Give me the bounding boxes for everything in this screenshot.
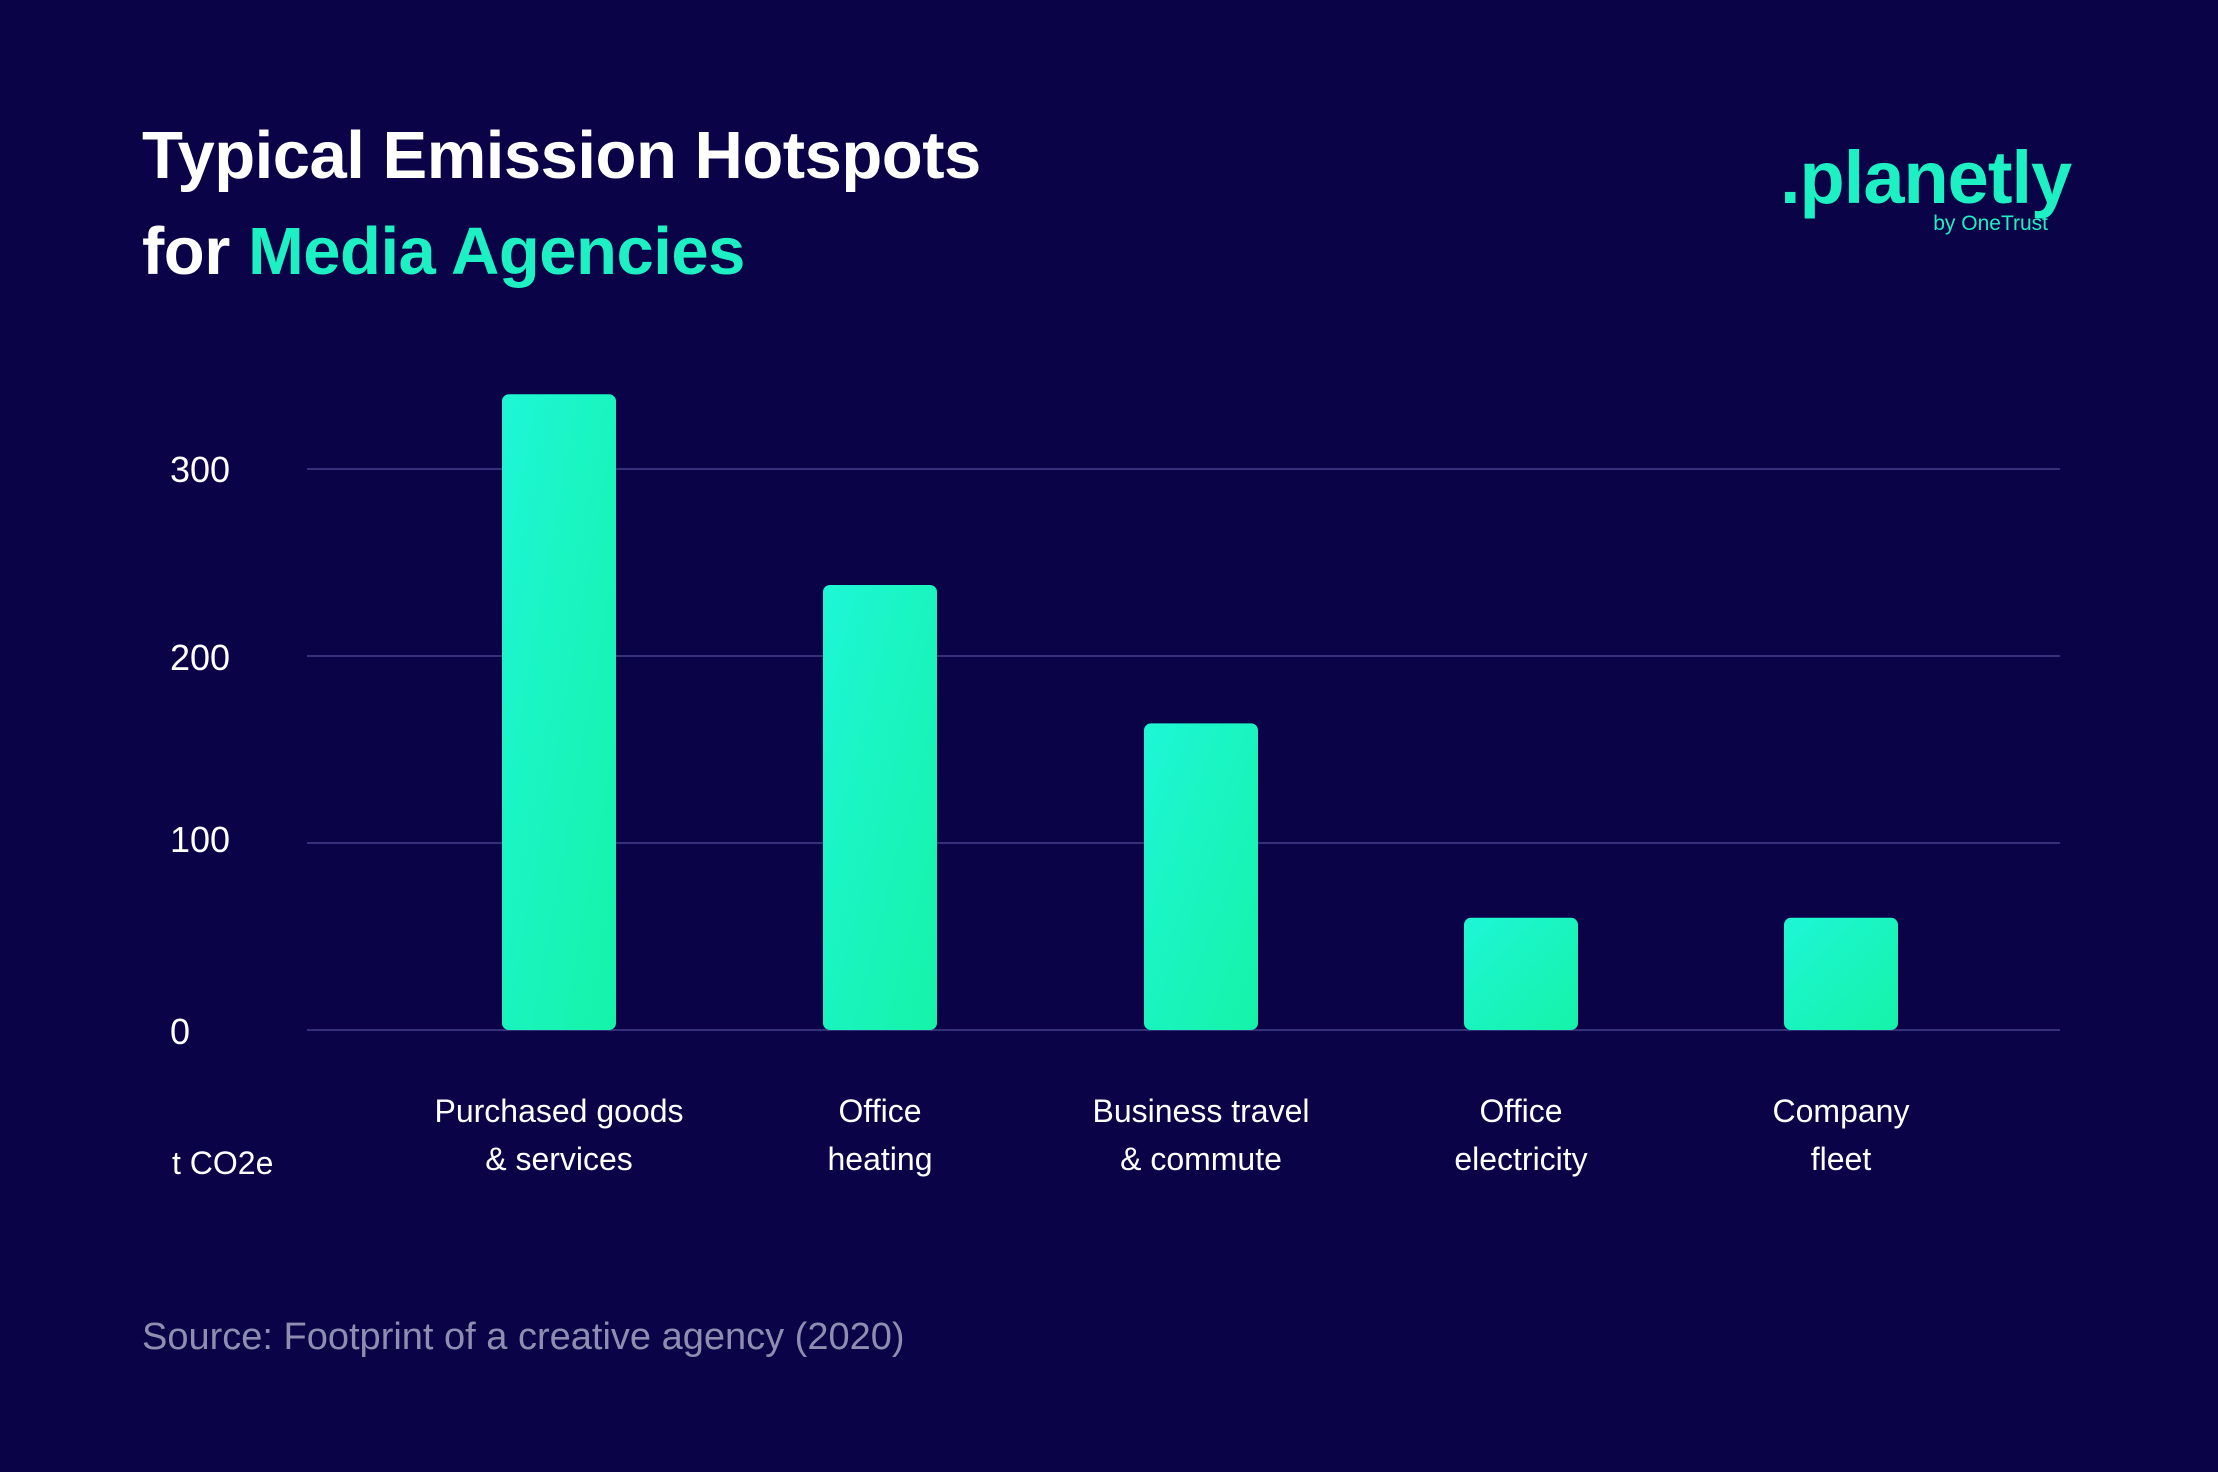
category-label-2-line-2: heating [828, 1141, 933, 1177]
logo-wordmark: .planetly [1780, 136, 2072, 219]
y-tick-label-100: 100 [170, 819, 230, 860]
category-label-5-line-1: Company [1773, 1093, 1910, 1129]
y-tick-label-0: 0 [170, 1011, 190, 1052]
y-unit-label: t CO2e [172, 1145, 273, 1181]
source-note: Source: Footprint of a creative agency (… [142, 1316, 905, 1358]
logo-subtitle: by OneTrust [1933, 212, 2048, 235]
bar-4 [1464, 917, 1578, 1030]
category-label-2-line-1: Office [839, 1093, 922, 1129]
title-line-2: for Media Agencies [142, 204, 981, 300]
title-accent: Media Agencies [247, 214, 745, 289]
bar-chart: 0 100 200 300 t CO2e Purchased goods & service… [170, 394, 2060, 1181]
bar-1 [502, 394, 616, 1030]
category-label-1-line-1: Purchased goods [434, 1093, 683, 1129]
category-label-4-line-2: electricity [1454, 1141, 1587, 1177]
bar-2 [823, 584, 937, 1030]
bar-3 [1144, 723, 1258, 1030]
category-label-3-line-1: Business travel [1093, 1093, 1310, 1129]
category-label-4-line-1: Office [1480, 1093, 1563, 1129]
y-tick-label-300: 300 [170, 449, 230, 490]
title-prefix: for [142, 214, 248, 289]
category-label-3-line-2: & commute [1120, 1141, 1282, 1177]
chart-title: Typical Emission Hotspots for Media Agen… [142, 108, 981, 300]
category-label-5-line-2: fleet [1811, 1141, 1872, 1177]
y-tick-label-200: 200 [170, 637, 230, 678]
category-label-1-line-2: & services [485, 1141, 633, 1177]
bar-5 [1784, 917, 1898, 1030]
title-line-1: Typical Emission Hotspots [142, 118, 981, 193]
planetly-logo: .planetly by OneTrust [1780, 138, 2100, 248]
